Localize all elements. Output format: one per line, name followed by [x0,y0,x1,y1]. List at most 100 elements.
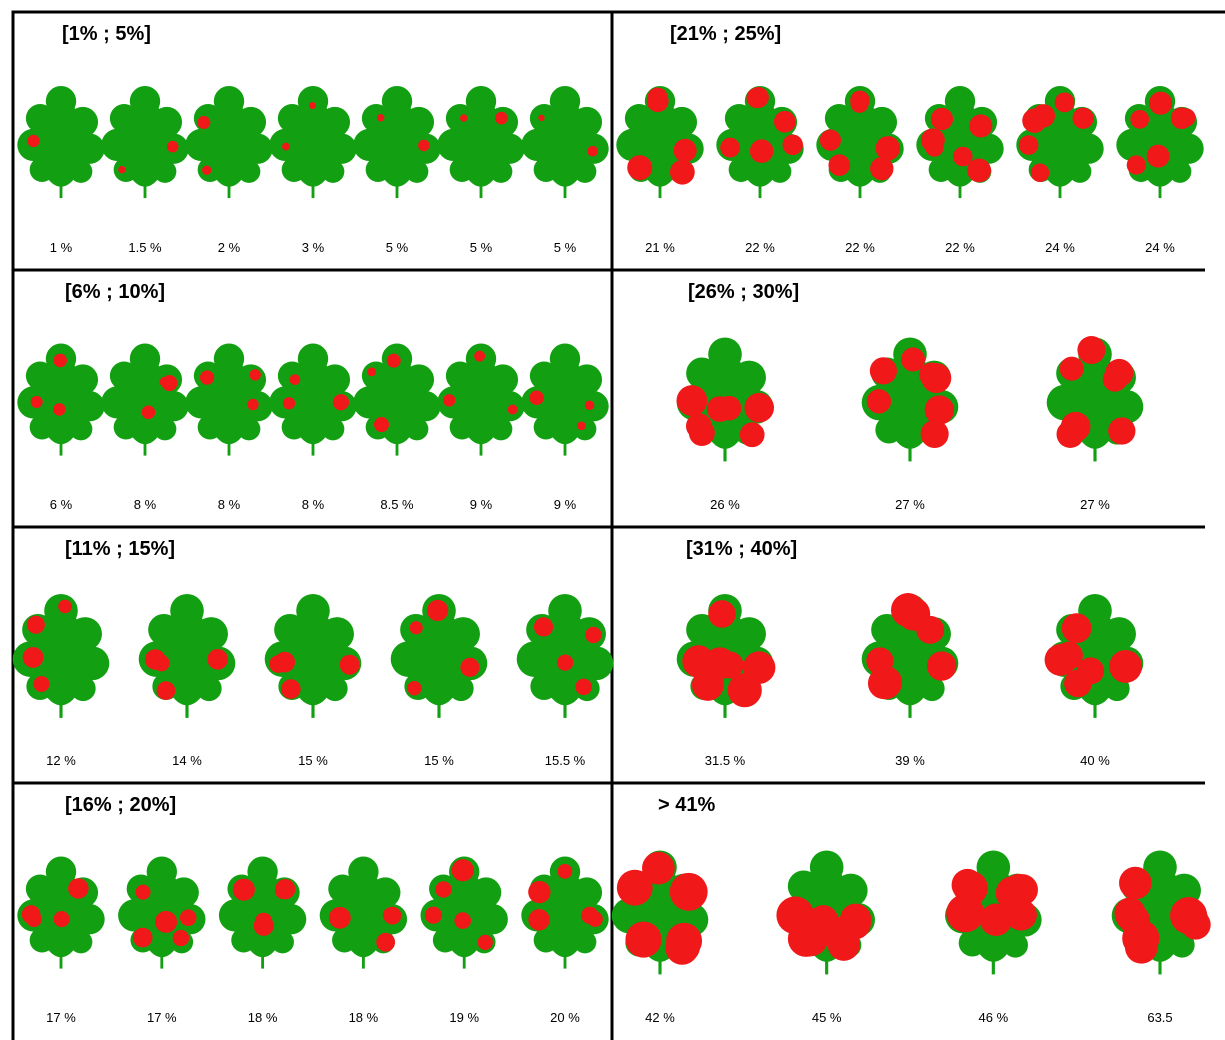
leaf-lobe [26,104,55,133]
leaf [353,344,440,456]
lesion [407,681,421,695]
lesion [750,139,773,162]
leaf-lobe [725,104,754,133]
leaf [1116,86,1203,198]
lesion [27,616,45,634]
lesion [207,649,228,670]
lesion [587,146,598,157]
lesion [1072,108,1093,129]
lesion [332,907,347,922]
lesion [1130,110,1149,129]
lesion [142,406,156,420]
lesion [197,116,210,129]
leaf-label: 1.5 % [128,240,162,255]
leaf [1016,86,1103,198]
lesion [33,676,49,692]
leaf-lobe [458,130,504,176]
leaf-lobe [148,614,179,646]
lesion [927,651,956,680]
lesion [377,114,384,121]
lesion [748,87,769,108]
panel-title: [1% ; 5%] [62,23,151,45]
lesion [740,422,765,447]
leaf [17,857,104,969]
figure: [1% ; 5%]1 %1.5 %2 %3 %5 %5 %5 %[6% ; 10… [0,0,1225,1040]
leaf-label: 20 % [550,1010,580,1025]
leaf-lobe [38,130,84,176]
lesion [58,600,72,614]
lesion [383,907,399,923]
leaf [816,86,903,198]
lesion [925,395,954,424]
lesion [283,397,295,409]
lesion [1062,613,1092,643]
leaf [269,344,356,456]
lesion [1127,155,1146,174]
leaf-label: 15 % [424,753,454,768]
leaf-label: 18 % [248,1010,278,1025]
lesion [1119,867,1152,900]
lesion [782,135,803,156]
lesion [23,907,38,922]
leaf-lobe [26,362,55,391]
leaf-lobe [110,104,139,133]
leaf-lobe [290,387,336,433]
leaf [353,86,440,198]
panel-title: [26% ; 30%] [688,281,799,303]
leaf-lobe [206,387,252,433]
leaf-label: 24 % [1045,240,1075,255]
leaf [101,86,188,198]
leaf-lobe [362,362,391,391]
leaf-label: 17 % [147,1010,177,1025]
lesion [689,420,715,446]
lesion [27,135,39,147]
lesion [670,160,695,185]
lesion [916,616,944,644]
leaf-label: 8 % [302,497,325,512]
lesion [876,136,900,160]
leaf-lobe [278,104,307,133]
leaf-lobe [625,104,654,133]
leaf-label: 6 % [50,497,73,512]
leaf-label: 9 % [554,497,577,512]
leaf-label: 9 % [470,497,493,512]
leaf-lobe [290,130,336,176]
lesion [478,935,493,950]
lesion [617,870,653,906]
leaf-label: 63.5 [1147,1010,1172,1025]
leaf [17,86,104,198]
lesion [157,681,176,700]
leaf [185,344,272,456]
leaf-lobe [542,130,588,176]
leaf [185,86,272,198]
leaf [612,851,709,975]
lesion [136,885,151,900]
lesion [202,165,211,174]
leaf [521,857,608,969]
lesion [577,421,586,430]
lesion [1055,642,1083,670]
lesion [418,140,430,152]
panel-title: > 41% [658,794,715,816]
lesion [670,873,708,911]
leaf-label: 17 % [46,1010,76,1025]
lesion [167,141,179,153]
lesion [707,396,733,422]
lesion [625,922,661,958]
leaf-lobe [825,104,854,133]
lesion [367,367,376,376]
leaf-label: 39 % [895,753,925,768]
lesion [946,894,984,932]
lesion [427,600,448,621]
leaf-label: 5 % [470,240,493,255]
lesion [925,138,943,156]
leaf-label: 18 % [349,1010,379,1025]
lesion [528,881,550,903]
lesion [1060,357,1084,381]
leaf-lobe [414,642,464,692]
lesion [1147,145,1170,168]
lesion [967,158,991,182]
leaf-lobe [446,362,475,391]
lesion [1055,92,1075,112]
lesion [31,396,43,408]
